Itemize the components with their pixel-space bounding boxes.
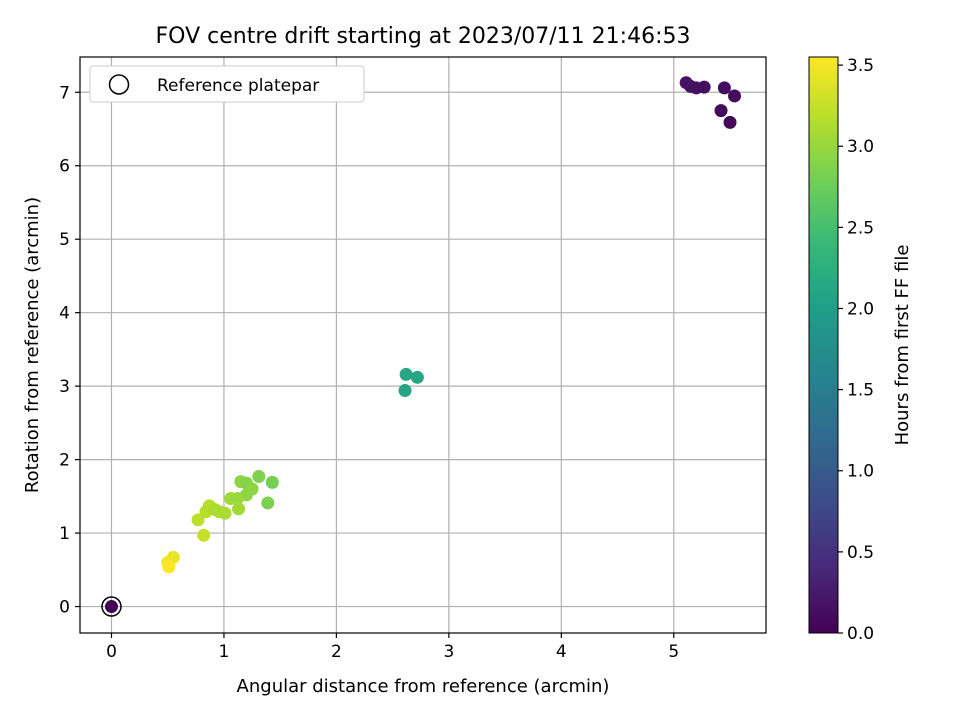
colorbar-tick-label: 0.0	[847, 624, 874, 644]
y-axis-label: Rotation from reference (arcmin)	[22, 197, 43, 493]
scatter-point	[265, 475, 279, 489]
colorbar-tick-label: 1.0	[847, 462, 874, 482]
y-tick-label: 0	[59, 598, 70, 618]
scatter-point	[723, 115, 737, 129]
y-tick-label: 3	[59, 377, 70, 397]
x-axis-ticks: 0 1 2 3 4 5	[106, 633, 679, 662]
colorbar-frame	[808, 56, 839, 634]
scatter-point	[104, 600, 118, 614]
grid-lines	[80, 57, 766, 633]
reference-marker	[101, 596, 122, 617]
colorbar-ticks: 0.0 0.5 1.0 1.5 2.0 2.5 3.0 3.5	[838, 56, 874, 644]
scatter-point	[197, 528, 211, 542]
legend: Reference platepar	[89, 65, 365, 103]
scatter-point	[398, 384, 412, 398]
x-axis-label: Angular distance from reference (arcmin)	[237, 676, 610, 697]
colorbar-tick-label: 3.5	[847, 56, 874, 76]
scatter-point	[410, 370, 424, 384]
scatter-point	[714, 104, 728, 118]
chart-title: FOV centre drift starting at 2023/07/11 …	[156, 24, 691, 49]
x-tick-label: 5	[668, 642, 679, 662]
scatter-point	[230, 492, 244, 506]
scatter-point	[252, 470, 266, 484]
y-tick-label: 1	[59, 524, 70, 544]
legend-marker-hollow-circle	[108, 74, 130, 95]
y-tick-label: 4	[59, 304, 70, 324]
x-tick-label: 2	[331, 642, 342, 662]
scatter-point	[399, 367, 413, 381]
colorbar-tick-label: 2.0	[847, 299, 874, 319]
scatter-points	[104, 76, 742, 614]
x-tick-label: 4	[556, 642, 567, 662]
x-tick-label: 1	[219, 642, 230, 662]
x-tick-label: 3	[443, 642, 454, 662]
x-tick-label: 0	[106, 642, 117, 662]
reference-platepar-marker	[101, 596, 122, 617]
scatter-point	[728, 89, 742, 103]
colorbar-gradient	[809, 57, 838, 633]
colorbar-label: Hours from first FF file	[892, 245, 913, 446]
y-tick-label: 7	[59, 83, 70, 103]
scatter-point	[218, 506, 232, 520]
scatter-point	[232, 502, 246, 516]
colorbar-tick-label: 3.0	[847, 137, 874, 157]
scatter-point	[191, 513, 205, 527]
scatter-point	[697, 80, 711, 94]
y-axis-ticks: 0 1 2 3 4 5 6 7	[59, 83, 80, 618]
y-tick-label: 5	[59, 230, 70, 250]
colorbar-tick-label: 2.5	[847, 218, 874, 238]
plot-area	[80, 57, 766, 633]
colorbar-tick-label: 0.5	[847, 543, 874, 563]
legend-box	[89, 65, 365, 103]
y-tick-label: 2	[59, 451, 70, 471]
y-tick-label: 6	[59, 157, 70, 177]
scatter-point	[717, 81, 731, 95]
legend-entry-label: Reference platepar	[157, 76, 319, 96]
scatter-point	[162, 560, 176, 574]
colorbar-tick-label: 1.5	[847, 381, 874, 401]
plot-frame	[79, 56, 767, 634]
scatter-point	[261, 496, 275, 510]
